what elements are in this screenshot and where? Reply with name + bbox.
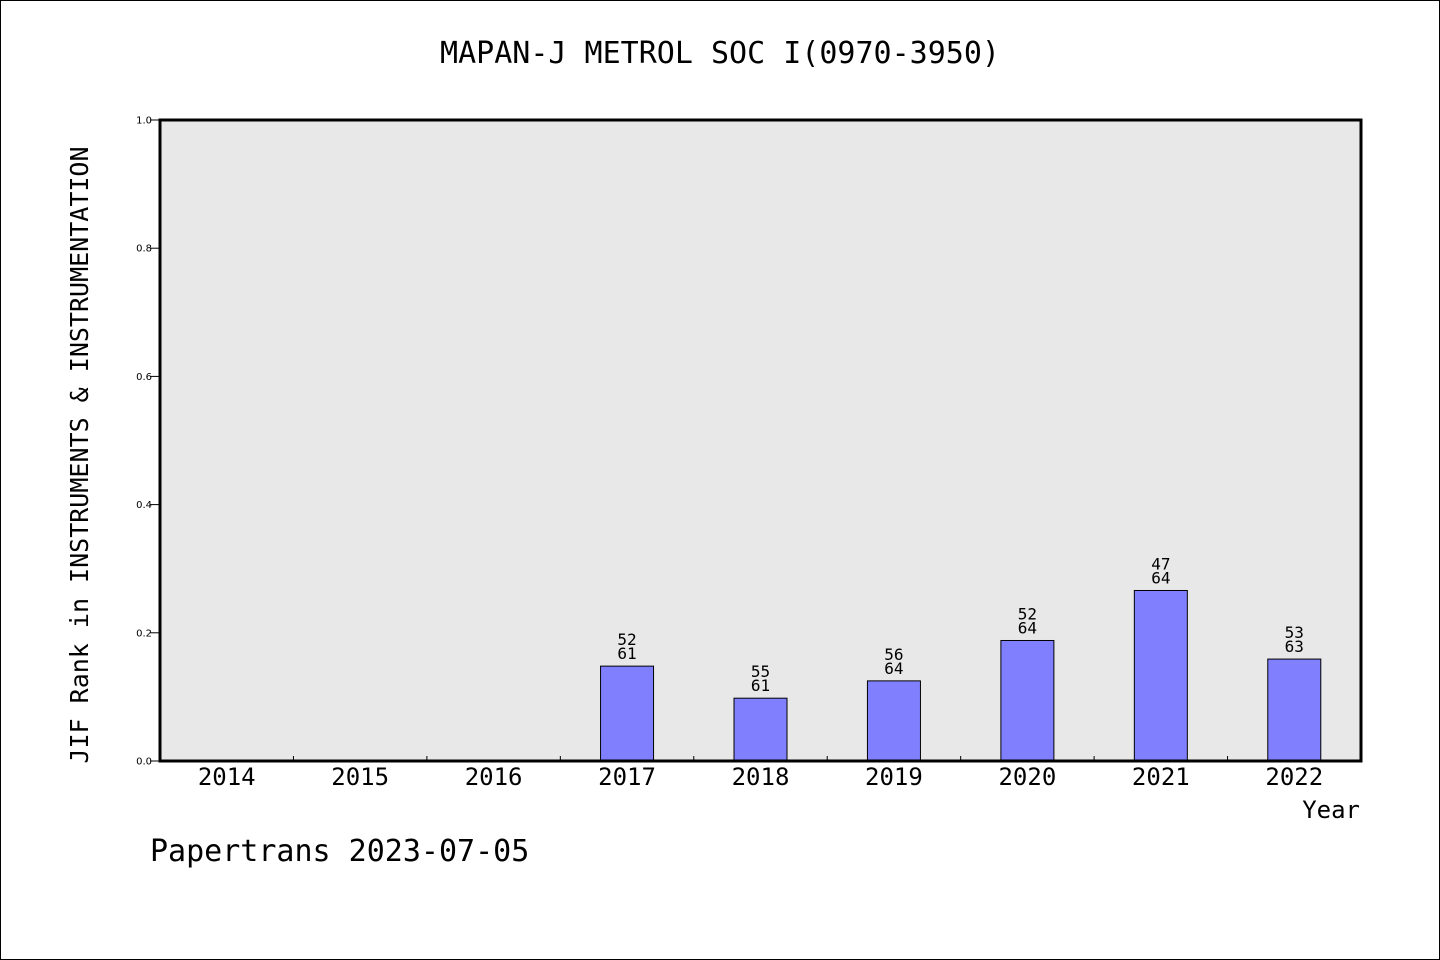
y-tick-label: 0.8 — [136, 244, 152, 255]
bar-2017 — [600, 665, 655, 762]
bar-total-label: 64 — [884, 659, 903, 678]
bar-total-label: 61 — [617, 644, 636, 663]
x-tick-label: 2016 — [465, 763, 523, 791]
bar-rank-label: 53 — [1285, 623, 1304, 642]
bar-rank-label: 52 — [617, 630, 636, 649]
x-tick-label: 2022 — [1265, 763, 1323, 791]
x-tick-label: 2021 — [1132, 763, 1190, 791]
bar-rank-label: 47 — [1151, 554, 1170, 573]
bar-2022 — [1267, 658, 1322, 762]
x-tick-label: 2018 — [732, 763, 790, 791]
y-tick-label: 0.4 — [136, 500, 152, 511]
bar-2021 — [1133, 589, 1188, 762]
footer-credit: Papertrans 2023-07-05 — [150, 834, 530, 869]
bar-total-label: 64 — [1018, 618, 1037, 637]
bar-total-label: 63 — [1285, 637, 1304, 656]
x-tick-label: 2020 — [998, 763, 1056, 791]
x-tick-label: 2017 — [598, 763, 656, 791]
chart-title: MAPAN-J METROL SOC I(0970-3950) — [440, 36, 1000, 71]
bar-total-label: 64 — [1151, 568, 1170, 587]
y-tick-label: 1.0 — [136, 116, 152, 127]
bar-2020 — [1000, 639, 1055, 762]
x-tick-label: 2015 — [331, 763, 389, 791]
y-tick-label: 0.6 — [136, 372, 152, 383]
bar-rank-label: 56 — [884, 645, 903, 664]
bar-2018 — [733, 697, 788, 762]
bar-rank-label: 55 — [751, 662, 770, 681]
x-tick-label: 2019 — [865, 763, 923, 791]
bar-rank-label: 52 — [1018, 604, 1037, 623]
bar-total-label: 61 — [751, 676, 770, 695]
bar-2019 — [866, 680, 921, 762]
y-tick-label: 0.0 — [136, 757, 152, 768]
y-tick-label: 0.2 — [136, 628, 152, 639]
x-axis-label: Year — [1302, 796, 1360, 824]
x-tick-label: 2014 — [198, 763, 256, 791]
plot-border — [158, 118, 1363, 763]
